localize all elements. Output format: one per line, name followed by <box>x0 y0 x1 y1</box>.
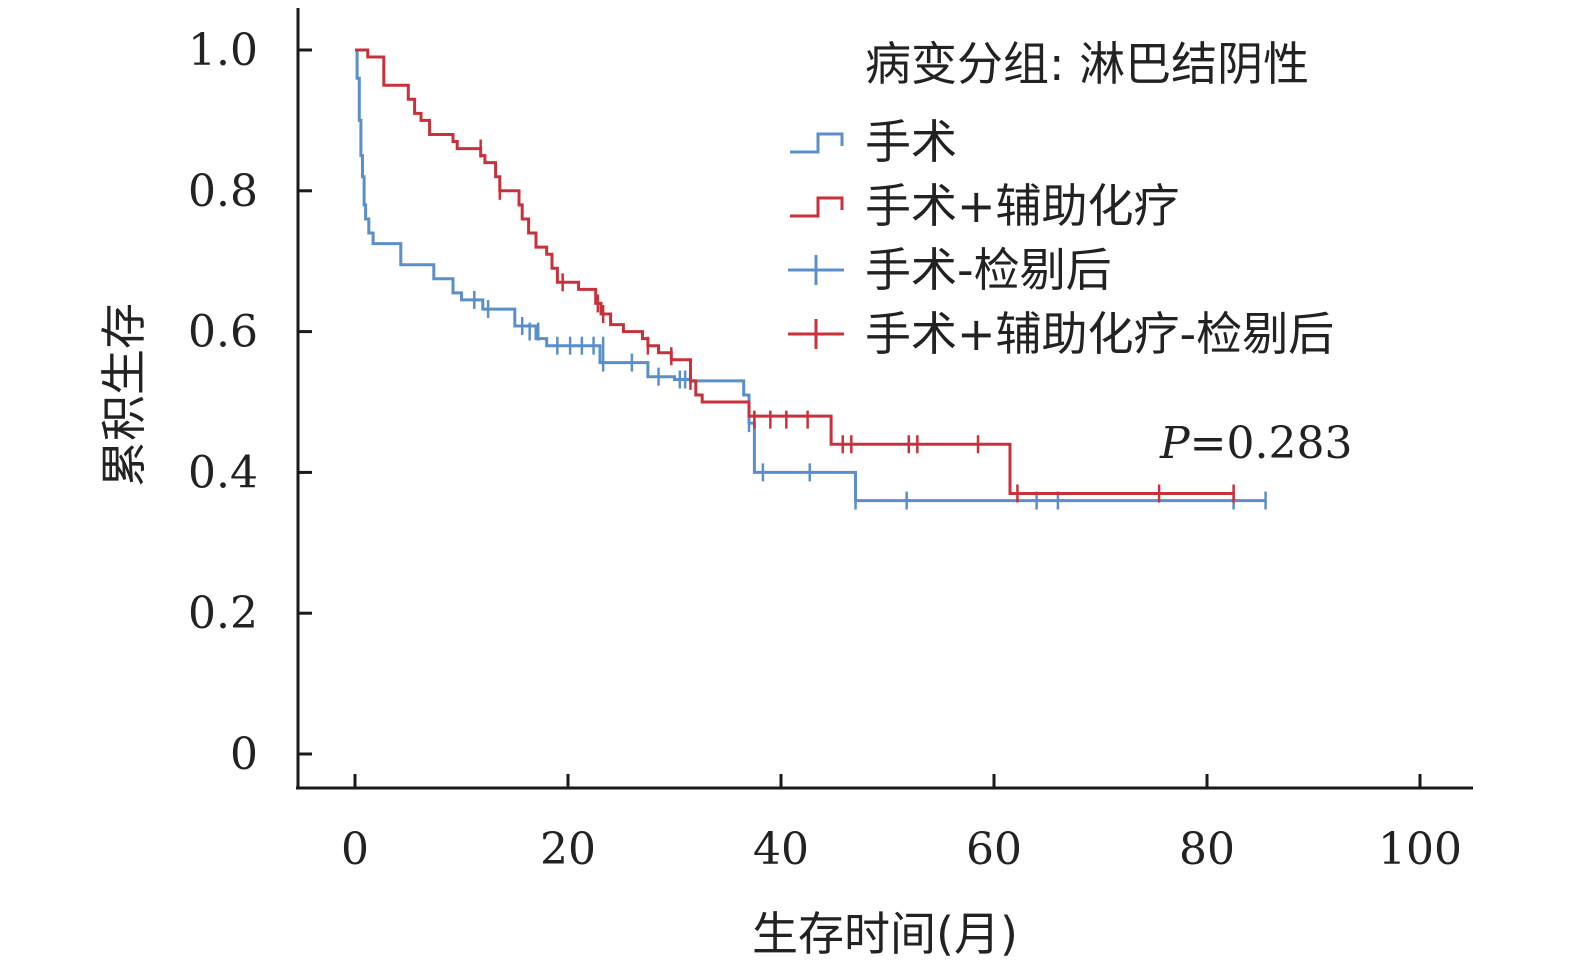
legend-entry-2: 手术-检剔后 <box>788 243 1112 297</box>
x-axis-title: 生存时间(月) <box>752 907 1018 961</box>
x-ticks: 0 20 40 60 80 100 <box>341 774 1462 875</box>
legend-label: 手术-检剔后 <box>865 243 1112 297</box>
y-tick-label: 0 <box>230 729 258 780</box>
x-tick-label: 100 <box>1378 824 1462 875</box>
p-value: P=0.283 <box>1159 418 1352 469</box>
series-1 <box>355 48 1235 503</box>
legend-entry-3: 手术+辅助化疗-检剔后 <box>788 307 1334 361</box>
legend-entry-0: 手术 <box>790 115 957 169</box>
series-0 <box>355 48 1267 510</box>
y-axis-title: 累积生存 <box>97 303 151 487</box>
y-tick-label: 0.4 <box>188 447 258 498</box>
x-tick-label: 80 <box>1179 824 1235 875</box>
y-tick-label: 1.0 <box>188 25 258 76</box>
legend-title: 病变分组: 淋巴结阴性 <box>865 37 1309 91</box>
legend-label: 手术+辅助化疗 <box>865 179 1180 233</box>
legend-entry-1: 手术+辅助化疗 <box>790 179 1180 233</box>
survival-curve-0 <box>355 48 1266 503</box>
x-tick-label: 40 <box>753 824 809 875</box>
x-tick-label: 20 <box>540 824 596 875</box>
y-ticks: 0 0.2 0.4 0.6 0.8 1.0 <box>188 25 312 780</box>
p-value-label: P <box>1159 418 1191 469</box>
y-tick-label: 0.8 <box>188 166 258 217</box>
p-value-number: =0.283 <box>1190 418 1353 469</box>
legend-step-symbol <box>790 132 844 154</box>
x-tick-label: 60 <box>966 824 1022 875</box>
series-layer <box>355 48 1267 510</box>
legend-label: 手术 <box>865 115 957 169</box>
legend-label: 手术+辅助化疗-检剔后 <box>865 307 1334 361</box>
axes <box>296 8 1473 790</box>
y-tick-label: 0.6 <box>188 307 258 358</box>
legend-step-symbol <box>790 196 844 218</box>
y-tick-label: 0.2 <box>188 588 258 639</box>
survival-curve-1 <box>355 48 1234 495</box>
x-tick-label: 0 <box>341 824 369 875</box>
